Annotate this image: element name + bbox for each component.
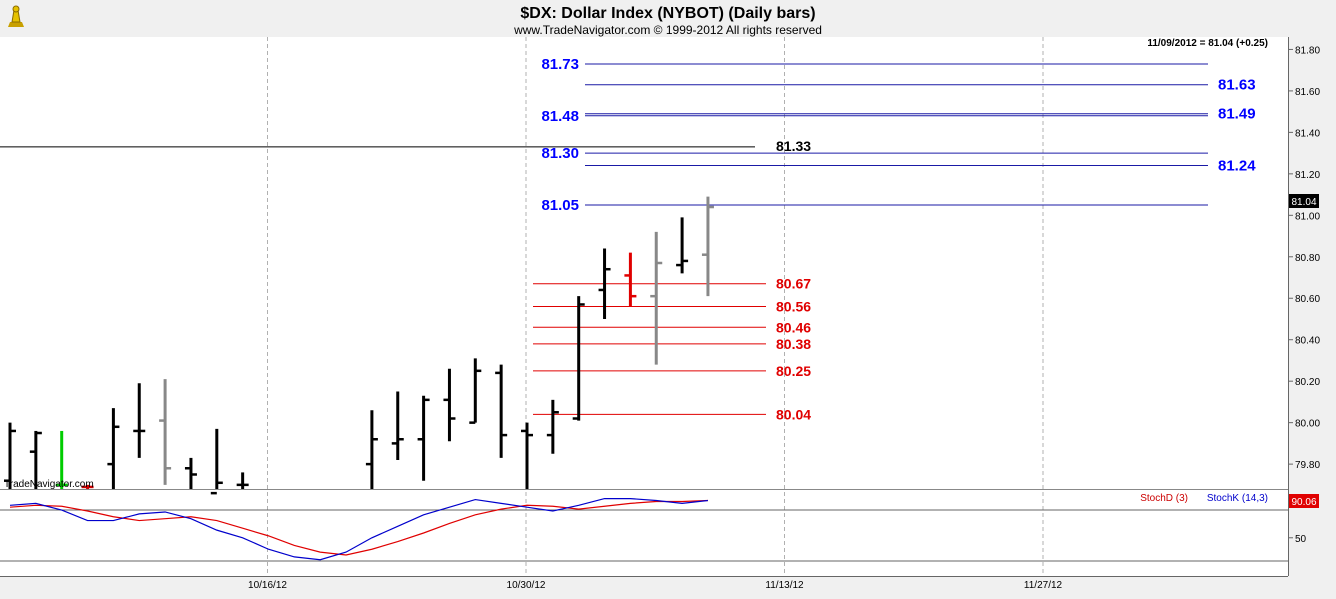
ohlc-bar (236, 472, 249, 489)
price-panel (0, 37, 1288, 489)
ohlc-bar (391, 391, 404, 460)
svg-text:90.06: 90.06 (1291, 497, 1316, 508)
ohlc-bar (546, 399, 559, 454)
level-label-red: 80.25 (776, 363, 811, 379)
level-label-blue: 81.63 (1218, 77, 1256, 94)
level-label-red: 80.04 (776, 406, 811, 422)
level-label-black: 81.33 (776, 138, 811, 154)
ohlc-bar (521, 422, 533, 489)
ohlc-bar (417, 395, 430, 481)
x-tick-label: 11/13/12 (765, 580, 804, 591)
y-tick-label: 80.80 (1295, 253, 1320, 264)
level-label-blue: 81.49 (1218, 106, 1256, 123)
chart-title: $DX: Dollar Index (NYBOT) (Daily bars) (520, 5, 815, 22)
ohlc-bar (495, 364, 508, 458)
ohlc-bar (365, 410, 378, 489)
stochastic-panel (0, 490, 1288, 576)
watermark: TradeNavigator.com (4, 479, 94, 490)
level-label-red: 80.56 (776, 299, 811, 315)
ohlc-bar (133, 383, 146, 458)
ohlc-bar (29, 430, 42, 489)
level-label-blue: 81.05 (541, 197, 579, 214)
stoch-line (9, 499, 708, 556)
ohlc-bar (4, 422, 16, 489)
y-tick-label: 81.80 (1295, 45, 1320, 56)
ohlc-bar (210, 428, 223, 495)
ohlc-bar (469, 358, 482, 424)
y-tick-label: 81.20 (1295, 170, 1320, 181)
ohlc-bar (572, 296, 585, 421)
legend-stochk: StochK (14,3) (1207, 493, 1268, 504)
x-tick-label: 10/16/12 (248, 580, 287, 591)
ohlc-bar (159, 379, 172, 485)
level-label-blue: 81.30 (541, 145, 579, 162)
level-label-red: 80.46 (776, 319, 811, 335)
chart-subtitle: www.TradeNavigator.com © 1999-2012 All r… (513, 23, 822, 37)
stoch-y-tick-label: 50 (1295, 534, 1307, 545)
ohlc-bar (81, 484, 94, 489)
level-label-blue: 81.48 (541, 108, 579, 125)
stochastic-value-tag: 90.06 (1289, 494, 1319, 508)
ohlc-bar (701, 196, 714, 297)
stoch-line (9, 498, 709, 561)
last-bar-label: 11/09/2012 = 81.04 (+0.25) (1147, 38, 1268, 49)
last-price-tag: 81.04 (1289, 194, 1319, 208)
level-label-red: 80.38 (776, 336, 811, 352)
svg-text:81.04: 81.04 (1291, 197, 1316, 208)
x-tick-label: 10/30/12 (507, 580, 546, 591)
y-tick-label: 81.00 (1295, 211, 1320, 222)
ohlc-bar (184, 457, 197, 489)
level-label-red: 80.67 (776, 276, 811, 292)
y-tick-label: 80.40 (1295, 336, 1320, 347)
level-label-blue: 81.24 (1218, 158, 1256, 175)
ohlc-bar (598, 248, 611, 319)
ohlc-bar (624, 252, 637, 307)
x-tick-label: 11/27/12 (1024, 580, 1063, 591)
y-tick-label: 81.60 (1295, 87, 1320, 98)
y-tick-label: 80.00 (1295, 419, 1320, 430)
y-tick-label: 81.40 (1295, 128, 1320, 139)
level-label-blue: 81.73 (541, 56, 579, 73)
ohlc-bar (55, 430, 68, 489)
ohlc-bar (107, 408, 120, 489)
ohlc-bar (676, 217, 689, 274)
tradenavigator-logo-icon (3, 5, 29, 31)
ohlc-bar (443, 368, 456, 442)
ohlc-bar (650, 231, 663, 365)
y-tick-label: 80.60 (1295, 294, 1320, 305)
legend-stochd: StochD (3) (1140, 493, 1188, 504)
y-tick-label: 79.80 (1295, 460, 1320, 471)
y-tick-label: 80.20 (1295, 377, 1320, 388)
